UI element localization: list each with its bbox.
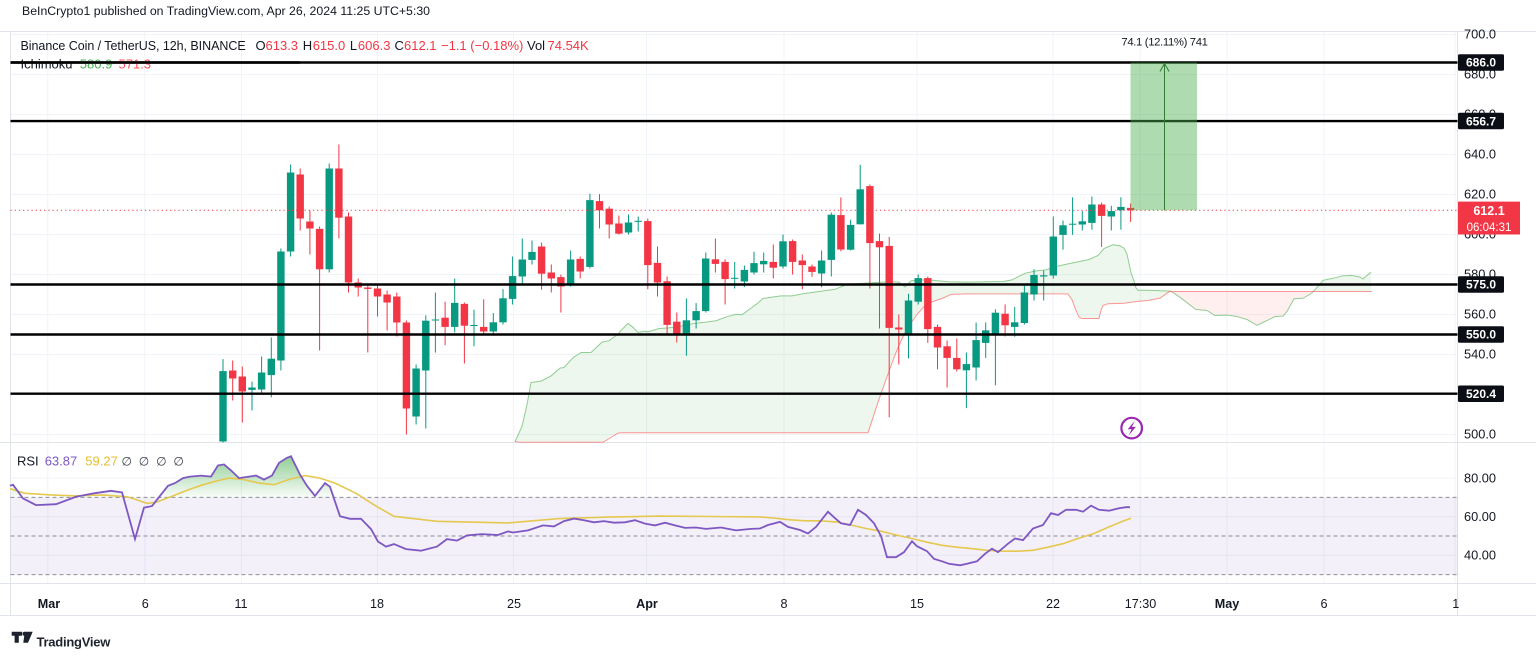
svg-text:580.9: 580.9 xyxy=(80,57,113,72)
svg-text:620.0: 620.0 xyxy=(1464,187,1496,202)
svg-text:74.1 (12.11%) 741: 74.1 (12.11%) 741 xyxy=(1121,37,1207,49)
svg-text:560.0: 560.0 xyxy=(1464,307,1496,322)
svg-text:Ichimoku: Ichimoku xyxy=(21,57,73,72)
svg-text:6: 6 xyxy=(1320,597,1327,611)
svg-text:∅: ∅ xyxy=(156,455,166,469)
svg-text:−1.1 (−0.18%): −1.1 (−0.18%) xyxy=(441,38,523,53)
svg-text:C: C xyxy=(395,38,404,53)
svg-text:74.54K: 74.54K xyxy=(548,38,590,53)
svg-text:80.00: 80.00 xyxy=(1464,470,1496,485)
svg-text:H: H xyxy=(303,38,312,53)
svg-text:Binance Coin / TetherUS, 12h,: Binance Coin / TetherUS, 12h, BINANCE xyxy=(21,39,246,53)
svg-text:15: 15 xyxy=(910,597,924,611)
svg-text:500.0: 500.0 xyxy=(1464,427,1496,442)
svg-text:60.00: 60.00 xyxy=(1464,509,1496,524)
svg-text:612.1: 612.1 xyxy=(404,38,437,53)
svg-text:615.0: 615.0 xyxy=(313,38,346,53)
svg-text:06:04:31: 06:04:31 xyxy=(1467,222,1512,234)
svg-text:∅: ∅ xyxy=(122,455,132,469)
svg-text:RSI: RSI xyxy=(17,454,39,469)
svg-text:TradingView: TradingView xyxy=(37,635,112,650)
svg-text:BeInCrypto1 published on Tradi: BeInCrypto1 published on TradingView.com… xyxy=(22,4,430,18)
svg-text:18: 18 xyxy=(370,597,384,611)
svg-text:Vol: Vol xyxy=(527,38,545,53)
svg-text:550.0: 550.0 xyxy=(1466,328,1496,342)
svg-text:63.87: 63.87 xyxy=(45,454,78,469)
svg-text:656.7: 656.7 xyxy=(1466,114,1496,128)
svg-text:1: 1 xyxy=(1452,597,1459,611)
svg-text:606.3: 606.3 xyxy=(358,38,391,53)
svg-text:520.4: 520.4 xyxy=(1466,387,1496,401)
svg-text:540.0: 540.0 xyxy=(1464,347,1496,362)
svg-text:22: 22 xyxy=(1046,597,1060,611)
svg-text:571.3: 571.3 xyxy=(119,57,152,72)
svg-text:8: 8 xyxy=(780,597,787,611)
svg-text:∅: ∅ xyxy=(173,455,183,469)
svg-text:40.00: 40.00 xyxy=(1464,548,1496,563)
svg-text:Mar: Mar xyxy=(38,597,60,611)
svg-text:613.3: 613.3 xyxy=(266,38,299,53)
svg-text:L: L xyxy=(350,38,357,53)
svg-text:700.0: 700.0 xyxy=(1464,27,1496,42)
svg-text:59.27: 59.27 xyxy=(85,454,118,469)
svg-text:11: 11 xyxy=(234,597,247,611)
svg-text:575.0: 575.0 xyxy=(1466,278,1496,292)
svg-text:640.0: 640.0 xyxy=(1464,147,1496,162)
svg-text:6: 6 xyxy=(142,597,149,611)
svg-text:686.0: 686.0 xyxy=(1466,56,1496,70)
svg-text:∅: ∅ xyxy=(139,455,149,469)
svg-text:O: O xyxy=(256,38,266,53)
svg-text:612.1: 612.1 xyxy=(1473,204,1504,218)
svg-text:17:30: 17:30 xyxy=(1125,597,1157,611)
svg-text:May: May xyxy=(1215,597,1240,611)
svg-text:25: 25 xyxy=(507,597,521,611)
svg-text:Apr: Apr xyxy=(636,597,658,611)
